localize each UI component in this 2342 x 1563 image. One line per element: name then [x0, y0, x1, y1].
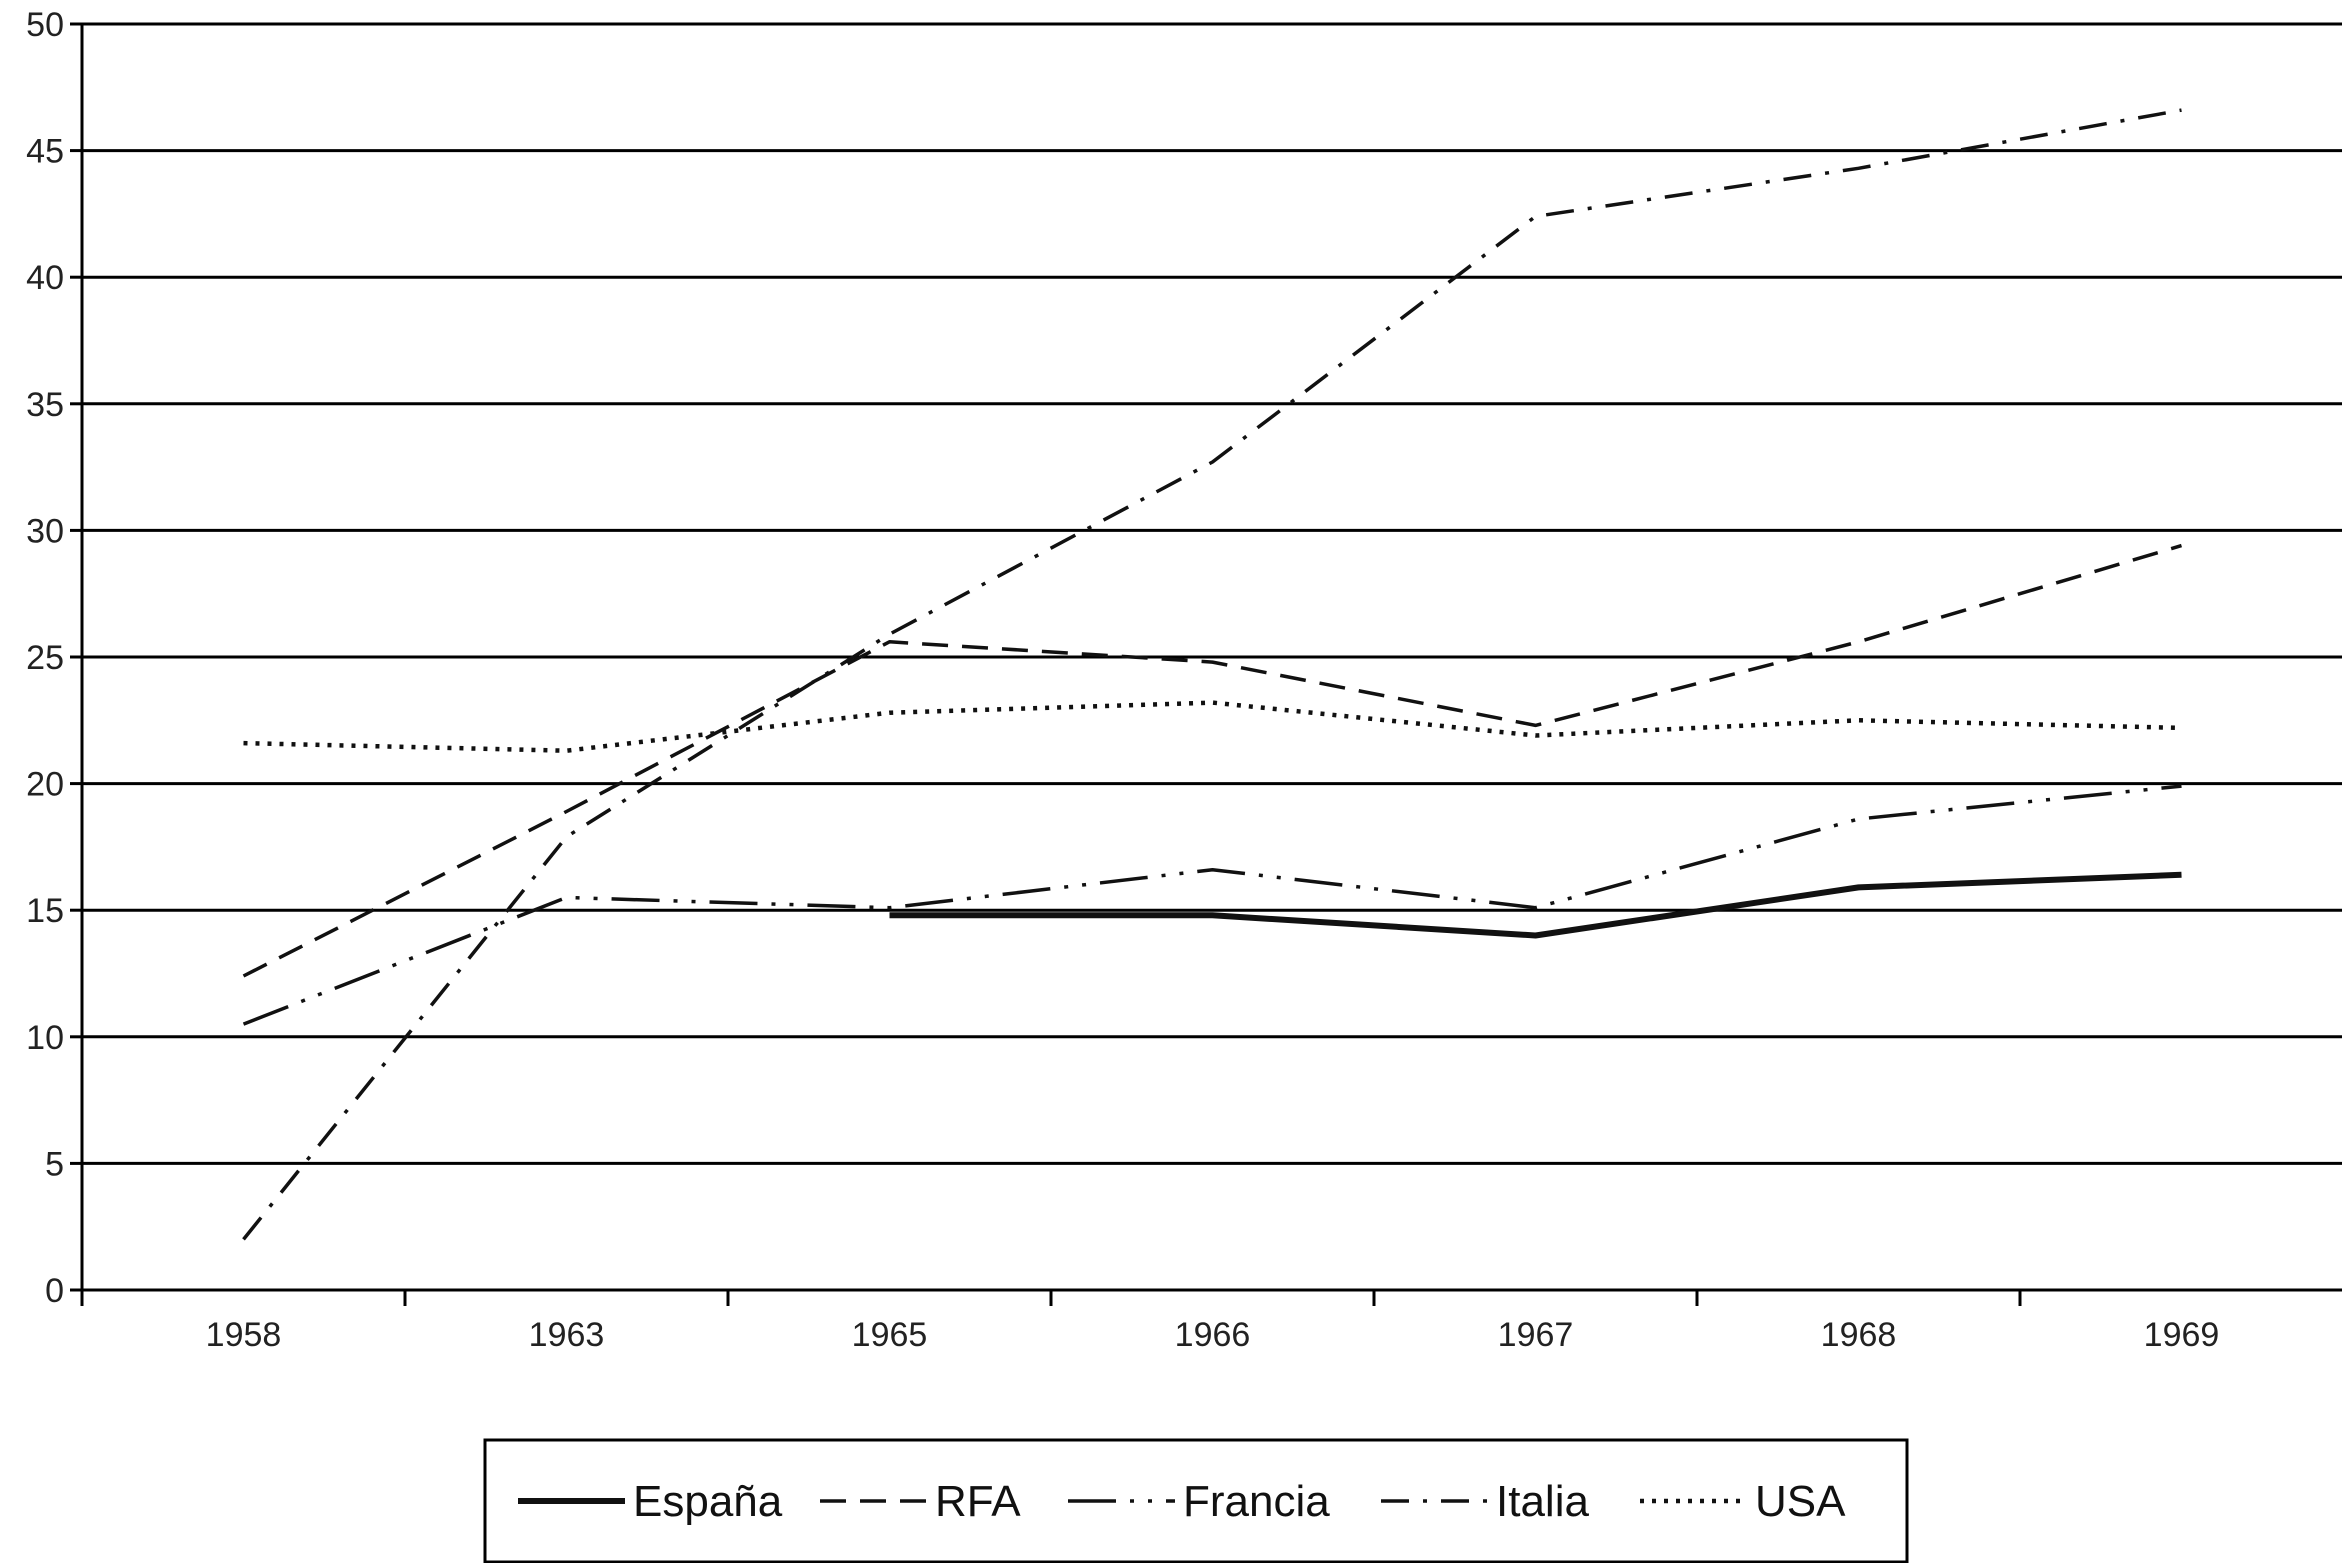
- y-tick-label: 25: [26, 639, 64, 677]
- x-tick-label: 1958: [206, 1316, 282, 1354]
- y-tick-label: 50: [26, 6, 64, 44]
- y-tick-label: 30: [26, 512, 64, 550]
- y-tick-label: 15: [26, 892, 64, 930]
- legend-label-usa: USA: [1755, 1477, 1846, 1526]
- legend-label-espana: España: [633, 1477, 783, 1526]
- x-tick-label: 1966: [1175, 1316, 1251, 1354]
- y-tick-label: 5: [45, 1145, 64, 1183]
- y-tick-label: 45: [26, 133, 64, 171]
- series-line-francia: [242, 784, 2182, 1026]
- x-tick-label: 1965: [852, 1316, 928, 1354]
- x-tick-label: 1963: [529, 1316, 605, 1354]
- legend: España RFA Francia Italia USA: [483, 1438, 1909, 1563]
- gridlines: [82, 22, 2342, 1292]
- y-tick-label: 0: [45, 1272, 64, 1310]
- series-line-usa: [243, 700, 2182, 753]
- x-tick-label: 1969: [2144, 1316, 2220, 1354]
- series-line-rfa: [242, 543, 2182, 978]
- axes: 0 5 10 15 20 25 30 35 40 45 50 1958 1963 1965 1966 1967…: [26, 6, 2219, 1354]
- x-tick-label: 1968: [1821, 1316, 1897, 1354]
- legend-label-rfa: RFA: [935, 1477, 1021, 1526]
- series-line-espana: [889, 871, 2182, 939]
- legend-label-italia: Italia: [1496, 1477, 1589, 1526]
- y-tick-label: 35: [26, 386, 64, 424]
- y-tick-label: 20: [26, 766, 64, 804]
- legend-box: [483, 1438, 1909, 1563]
- series-line-italia: [242, 108, 2182, 1241]
- y-tick-label: 10: [26, 1019, 64, 1057]
- x-tick-label: 1967: [1498, 1316, 1574, 1354]
- y-tick-label: 40: [26, 259, 64, 297]
- series-lines: [242, 108, 2182, 1241]
- legend-label-francia: Francia: [1183, 1477, 1330, 1526]
